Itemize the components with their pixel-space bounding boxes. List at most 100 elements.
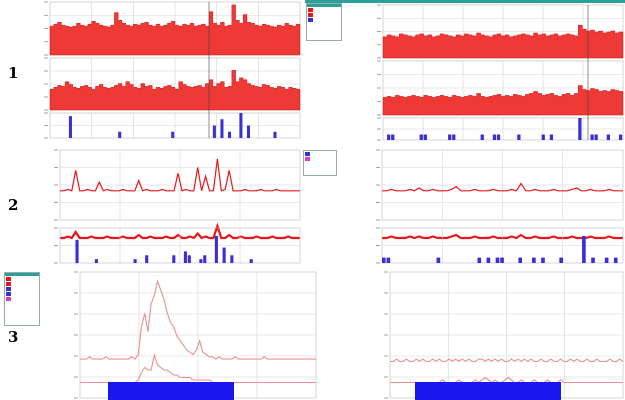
bar xyxy=(532,257,536,263)
bar xyxy=(477,257,482,263)
series-area-top xyxy=(49,4,301,56)
bar xyxy=(492,134,497,140)
series-line-top xyxy=(80,279,316,360)
legend-item xyxy=(6,282,38,286)
legend-row-2-left xyxy=(303,150,337,176)
bar xyxy=(382,257,386,263)
bar xyxy=(594,134,598,140)
bar xyxy=(249,259,253,263)
bar xyxy=(386,257,391,263)
bar xyxy=(133,259,137,263)
legend-item xyxy=(308,18,340,22)
bar xyxy=(203,255,207,263)
panel-row-2-left xyxy=(28,148,303,268)
blue-swatch-icon xyxy=(6,292,11,296)
bar xyxy=(541,134,545,140)
row-label-3: 3 xyxy=(8,328,19,346)
bar xyxy=(517,134,521,140)
bar xyxy=(578,118,582,140)
chart-row-3-right xyxy=(384,271,624,400)
chart-row-2-left xyxy=(54,149,301,264)
bar xyxy=(183,251,187,263)
legend-item xyxy=(6,287,38,291)
bar xyxy=(559,257,563,263)
legend-item xyxy=(6,297,38,301)
chart-row-1-left xyxy=(44,1,301,139)
bar xyxy=(500,257,504,263)
bar xyxy=(230,255,234,263)
bar xyxy=(94,259,98,263)
bar xyxy=(68,116,72,138)
blue-swatch-icon xyxy=(308,18,313,22)
series-area-middle xyxy=(382,85,624,116)
bar xyxy=(387,134,391,140)
panel-row-3-left xyxy=(28,270,318,400)
magenta-swatch-icon xyxy=(6,297,11,301)
chart-row-3-left xyxy=(74,271,317,400)
bar xyxy=(496,134,501,140)
bar xyxy=(590,134,594,140)
red-swatch-icon xyxy=(6,282,11,286)
series-line-top xyxy=(382,182,623,192)
panel-row-2-right xyxy=(345,148,625,268)
row-label-2: 2 xyxy=(8,196,19,214)
bar xyxy=(486,257,491,263)
bar xyxy=(273,131,277,138)
bar xyxy=(199,259,203,263)
blue-block xyxy=(415,382,561,400)
bar xyxy=(618,134,623,140)
legend-header xyxy=(307,4,341,7)
bar xyxy=(391,134,395,140)
panel-row-1-left xyxy=(28,0,318,145)
bar xyxy=(118,131,122,138)
bar xyxy=(518,257,523,263)
red-swatch-icon xyxy=(6,277,11,281)
bar xyxy=(480,134,484,140)
bar xyxy=(448,134,452,140)
legend-item xyxy=(6,292,38,296)
bar xyxy=(220,119,224,138)
bar xyxy=(423,134,427,140)
red-swatch-icon xyxy=(308,13,313,17)
chart-row-2-right xyxy=(376,149,624,264)
legend-header xyxy=(5,273,39,276)
blue-block xyxy=(108,382,234,400)
bar xyxy=(606,134,610,140)
bar xyxy=(436,257,441,263)
blue-swatch-icon xyxy=(305,152,310,156)
bar xyxy=(541,257,545,263)
bar xyxy=(613,257,618,263)
series-area-middle xyxy=(49,70,301,111)
series-area-top xyxy=(382,25,624,59)
bar xyxy=(452,134,456,140)
bar xyxy=(495,257,500,263)
legend-row-1-right xyxy=(306,3,342,41)
bar xyxy=(222,247,226,263)
bar xyxy=(172,255,176,263)
blue-swatch-icon xyxy=(6,287,11,291)
red-swatch-icon xyxy=(308,8,313,12)
panel-row-3-right xyxy=(345,270,625,400)
bar xyxy=(187,255,191,263)
bar xyxy=(582,236,586,263)
bar xyxy=(145,255,149,263)
panel-row-1-right xyxy=(345,3,625,145)
bar xyxy=(591,257,595,263)
series-line-top xyxy=(60,158,300,192)
legend-item xyxy=(305,152,335,156)
legend-item xyxy=(6,277,38,281)
legend-item xyxy=(305,157,335,161)
bar xyxy=(604,257,609,263)
bar xyxy=(419,134,423,140)
legend-row-3-left xyxy=(4,272,40,326)
magenta-swatch-icon xyxy=(305,157,310,161)
bar xyxy=(212,125,216,138)
row-label-1: 1 xyxy=(8,64,19,82)
series-line-top xyxy=(390,358,624,363)
bar xyxy=(214,236,218,263)
bar xyxy=(228,131,232,138)
legend-item xyxy=(308,8,340,12)
chart-row-1-right xyxy=(377,4,624,141)
bar xyxy=(75,239,79,263)
bar xyxy=(549,134,554,140)
